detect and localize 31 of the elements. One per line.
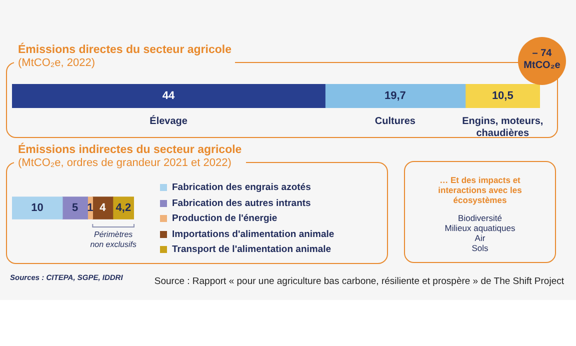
text: Sols	[470, 243, 490, 253]
legend-label: Importations d'alimentation animale	[172, 228, 334, 242]
chart-subtitle: (MtCO₂e, 2022)	[18, 57, 96, 70]
data-label: 10,5	[492, 90, 514, 102]
data-label: 44	[162, 90, 176, 102]
data-label: 4	[100, 202, 107, 214]
data-label: 19,7	[384, 90, 406, 102]
data-label: 10	[31, 202, 44, 214]
legend-label: Transport de l'alimentation animale	[172, 243, 332, 257]
legend-label: Production de l'énergie	[172, 212, 278, 226]
bar	[12, 196, 63, 220]
text: Biodiversité	[457, 213, 503, 223]
text: … Et des impacts et interactions avec les écosystèmes	[437, 175, 523, 205]
text: – 74 MtCO₂e	[522, 48, 562, 72]
text: Air	[474, 233, 486, 243]
chart-subtitle: (MtCO₂e, ordres de grandeur 2021 et 2022)	[18, 157, 232, 170]
legend-label: Fabrication des autres intrants	[172, 196, 311, 210]
bar	[62, 196, 88, 220]
text: Milieux aquatiques	[444, 223, 516, 233]
bar	[92, 196, 114, 220]
text: Périmètres non exclusifs	[90, 230, 136, 250]
source-note: Source : Rapport « pour une agriculture bas carbone, résiliente et prospère » de The Shift Project	[154, 276, 564, 287]
chart-title: Émissions directes du secteur agricole	[18, 44, 232, 57]
series-label: Cultures	[374, 116, 416, 127]
data-label: 1	[87, 202, 94, 214]
chart-title: Émissions indirectes du secteur agricole	[18, 144, 242, 157]
data-label: 4,2	[116, 202, 132, 214]
legend-label: Fabrication des engrais azotés	[172, 181, 311, 195]
series-label: Engins, moteurs, chaudières	[462, 116, 544, 139]
data-label: 5	[72, 202, 78, 214]
series-label: Élevage	[150, 114, 188, 127]
